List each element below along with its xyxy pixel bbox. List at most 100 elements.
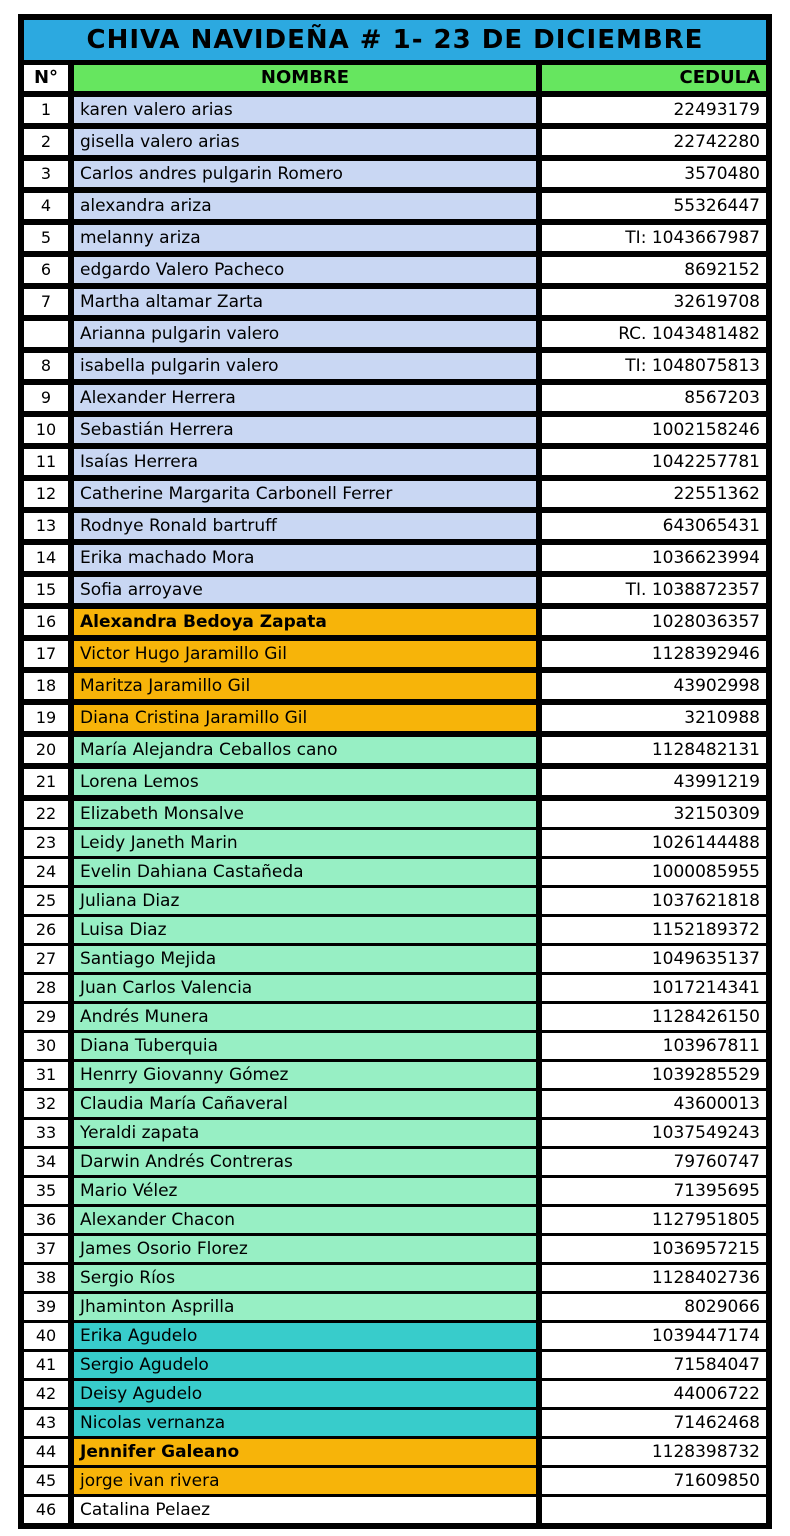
cedula-cell: 71584047 — [542, 1352, 766, 1378]
cedula-cell: 43600013 — [542, 1091, 766, 1117]
table-row: 5 melanny ariza TI: 1043667987 — [24, 225, 766, 251]
name-cell: Juliana Diaz — [74, 888, 536, 914]
cedula-cell: 1128402736 — [542, 1265, 766, 1291]
name-cell: Erika Agudelo — [74, 1323, 536, 1349]
cedula-cell: 1152189372 — [542, 917, 766, 943]
table-row: 41 Sergio Agudelo 71584047 — [24, 1352, 766, 1378]
table-row: 40 Erika Agudelo 1039447174 — [24, 1323, 766, 1349]
table-row: 18 Maritza Jaramillo Gil 43902998 — [24, 673, 766, 699]
cedula-cell: 71609850 — [542, 1468, 766, 1494]
row-number-cell: 34 — [24, 1149, 68, 1175]
header-row: N° NOMBRE CEDULA — [24, 65, 766, 91]
table-row: 2 gisella valero arias 22742280 — [24, 129, 766, 155]
row-number-cell: 44 — [24, 1439, 68, 1465]
cedula-cell: 1128392946 — [542, 641, 766, 667]
cedula-cell: 3210988 — [542, 705, 766, 731]
cedula-cell: 1037621818 — [542, 888, 766, 914]
row-number-cell: 9 — [24, 385, 68, 411]
name-cell: Deisy Agudelo — [74, 1381, 536, 1407]
cedula-cell: 22742280 — [542, 129, 766, 155]
cedula-cell: 1028036357 — [542, 609, 766, 635]
table-row: 25 Juliana Diaz 1037621818 — [24, 888, 766, 914]
name-cell: Maritza Jaramillo Gil — [74, 673, 536, 699]
table-row: 27 Santiago Mejida 1049635137 — [24, 946, 766, 972]
name-cell: Juan Carlos Valencia — [74, 975, 536, 1001]
table-row: 10 Sebastián Herrera 1002158246 — [24, 417, 766, 443]
name-cell: Catherine Margarita Carbonell Ferrer — [74, 481, 536, 507]
cedula-cell: 103967811 — [542, 1033, 766, 1059]
cedula-cell: 1000085955 — [542, 859, 766, 885]
name-cell: Santiago Mejida — [74, 946, 536, 972]
row-number-cell: 30 — [24, 1033, 68, 1059]
cedula-cell: 71462468 — [542, 1410, 766, 1436]
name-cell: Lorena Lemos — [74, 769, 536, 795]
cedula-cell: 1036623994 — [542, 545, 766, 571]
cedula-cell: 55326447 — [542, 193, 766, 219]
table-row: 12 Catherine Margarita Carbonell Ferrer … — [24, 481, 766, 507]
row-number-cell: 13 — [24, 513, 68, 539]
table-row: 29 Andrés Munera 1128426150 — [24, 1004, 766, 1030]
row-number-cell: 17 — [24, 641, 68, 667]
name-cell: Catalina Pelaez — [74, 1497, 536, 1523]
table-row: 23 Leidy Janeth Marin 1026144488 — [24, 830, 766, 856]
name-cell: karen valero arias — [74, 97, 536, 123]
name-cell: Leidy Janeth Marin — [74, 830, 536, 856]
table-row: 31 Henrry Giovanny Gómez 1039285529 — [24, 1062, 766, 1088]
cedula-cell: 1039447174 — [542, 1323, 766, 1349]
table-row: 11 Isaías Herrera 1042257781 — [24, 449, 766, 475]
row-number-cell: 28 — [24, 975, 68, 1001]
table-row: 7 Martha altamar Zarta 32619708 — [24, 289, 766, 315]
row-number-cell: 6 — [24, 257, 68, 283]
col-header-nombre: NOMBRE — [74, 65, 536, 91]
cedula-cell: 22551362 — [542, 481, 766, 507]
name-cell: Diana Tuberquia — [74, 1033, 536, 1059]
table-row: 46 Catalina Pelaez — [24, 1497, 766, 1523]
name-cell: James Osorio Florez — [74, 1236, 536, 1262]
cedula-cell: 1017214341 — [542, 975, 766, 1001]
row-number-cell: 36 — [24, 1207, 68, 1233]
name-cell: Yeraldi zapata — [74, 1120, 536, 1146]
name-cell: edgardo Valero Pacheco — [74, 257, 536, 283]
cedula-cell: 79760747 — [542, 1149, 766, 1175]
cedula-cell: 1128482131 — [542, 737, 766, 763]
cedula-cell: 1036957215 — [542, 1236, 766, 1262]
cedula-cell: RC. 1043481482 — [542, 321, 766, 347]
name-cell: Sergio Agudelo — [74, 1352, 536, 1378]
col-header-cedula: CEDULA — [542, 65, 766, 91]
table-row: 15 Sofia arroyave TI. 1038872357 — [24, 577, 766, 603]
table-row: 21 Lorena Lemos 43991219 — [24, 769, 766, 795]
table-row: 32 Claudia María Cañaveral 43600013 — [24, 1091, 766, 1117]
table-row: 9 Alexander Herrera 8567203 — [24, 385, 766, 411]
row-number-cell: 27 — [24, 946, 68, 972]
row-number-cell: 23 — [24, 830, 68, 856]
table-row: 4 alexandra ariza 55326447 — [24, 193, 766, 219]
row-number-cell: 21 — [24, 769, 68, 795]
row-number-cell: 39 — [24, 1294, 68, 1320]
cedula-cell — [542, 1497, 766, 1523]
row-number-cell: 45 — [24, 1468, 68, 1494]
row-number-cell: 15 — [24, 577, 68, 603]
table-row: 24 Evelin Dahiana Castañeda 1000085955 — [24, 859, 766, 885]
roster-table: CHIVA NAVIDEÑA # 1- 23 DE DICIEMBRE N° N… — [18, 14, 772, 1529]
row-number-cell: 2 — [24, 129, 68, 155]
row-number-cell: 37 — [24, 1236, 68, 1262]
table-row: 45 jorge ivan rivera 71609850 — [24, 1468, 766, 1494]
table-row: 36 Alexander Chacon 1127951805 — [24, 1207, 766, 1233]
row-number-cell: 4 — [24, 193, 68, 219]
row-number-cell: 40 — [24, 1323, 68, 1349]
rows: 1 karen valero arias 22493179 2 gisella … — [24, 97, 766, 1523]
table-row: 30 Diana Tuberquia 103967811 — [24, 1033, 766, 1059]
name-cell: jorge ivan rivera — [74, 1468, 536, 1494]
cedula-cell: 8567203 — [542, 385, 766, 411]
cedula-cell: TI. 1038872357 — [542, 577, 766, 603]
cedula-cell: 8692152 — [542, 257, 766, 283]
row-number-cell: 31 — [24, 1062, 68, 1088]
name-cell: Isaías Herrera — [74, 449, 536, 475]
table-row: 43 Nicolas vernanza 71462468 — [24, 1410, 766, 1436]
name-cell: Jennifer Galeano — [74, 1439, 536, 1465]
row-number-cell — [24, 321, 68, 347]
row-number-cell: 32 — [24, 1091, 68, 1117]
table-row: Arianna pulgarin valero RC. 1043481482 — [24, 321, 766, 347]
name-cell: Evelin Dahiana Castañeda — [74, 859, 536, 885]
row-number-cell: 38 — [24, 1265, 68, 1291]
